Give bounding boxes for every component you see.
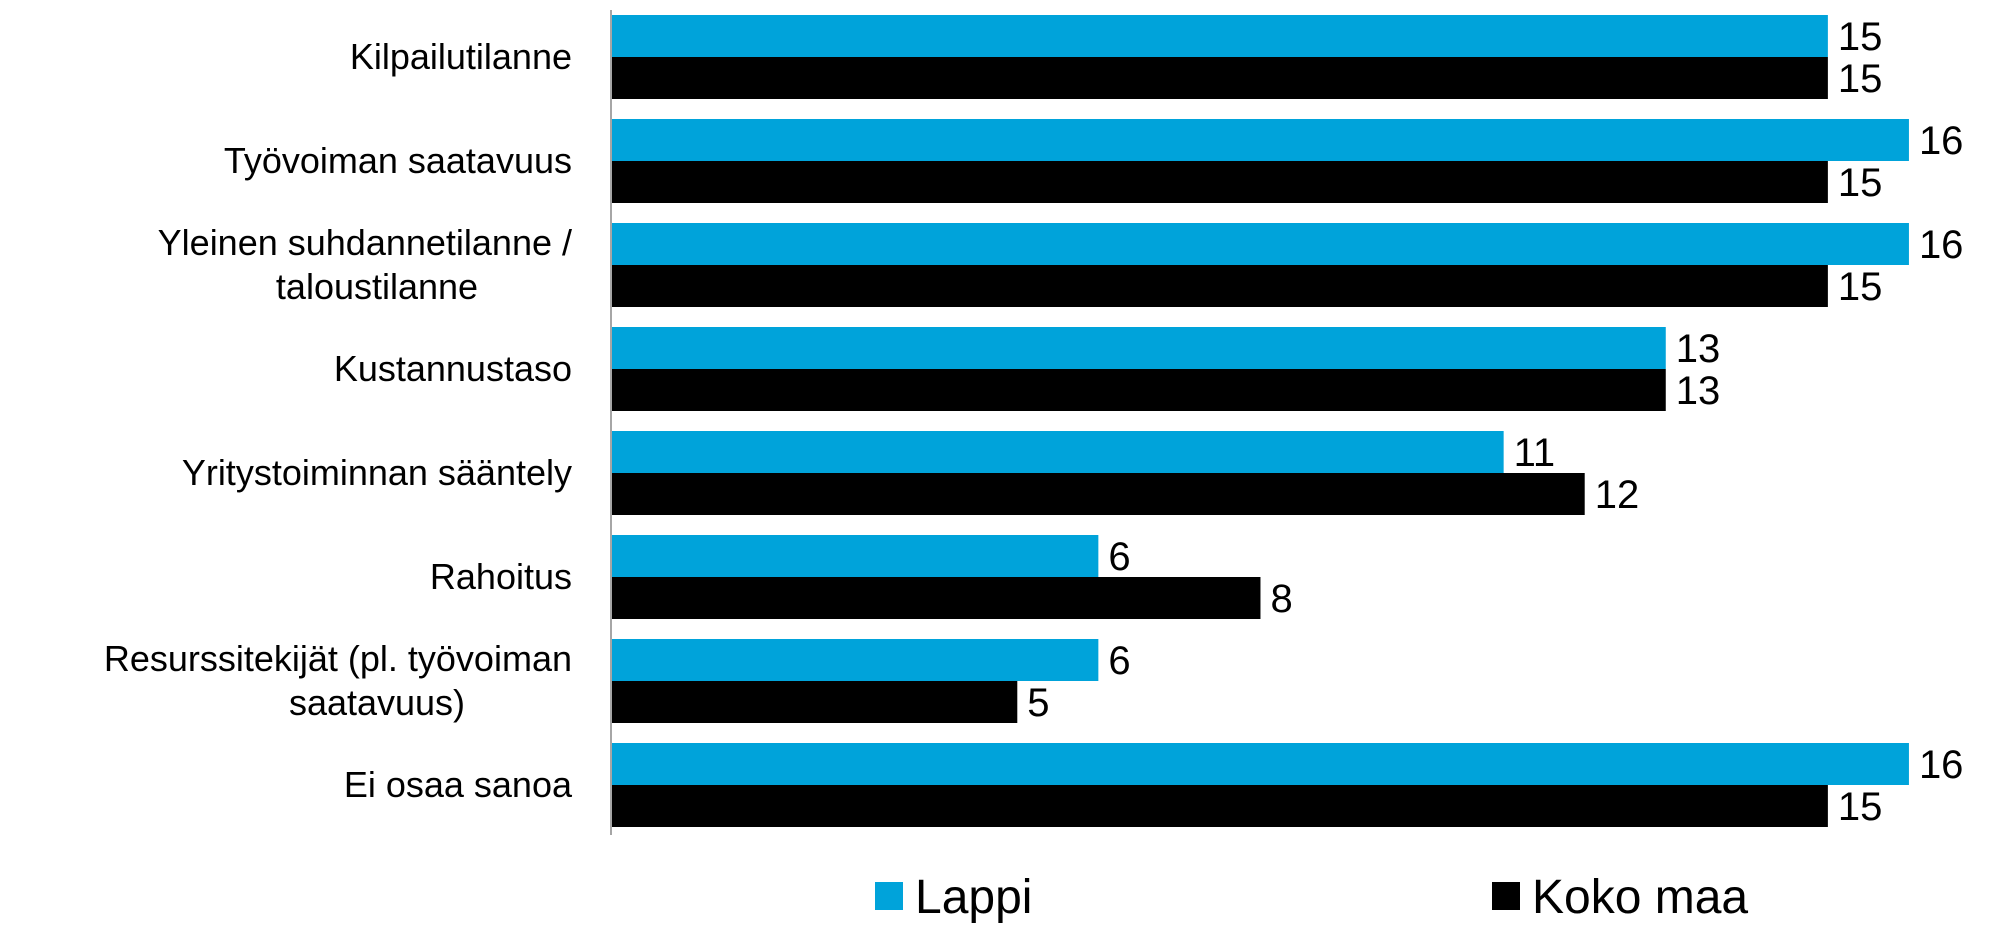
value-label-lappi-2: 16 [1919, 223, 1964, 267]
bars-group [612, 15, 1909, 827]
bar-koko-maa-7 [612, 785, 1828, 827]
bar-lappi-2 [612, 223, 1909, 265]
value-label-koko-maa-4: 12 [1595, 473, 1640, 517]
bar-koko-maa-2 [612, 265, 1828, 307]
bar-lappi-7 [612, 743, 1909, 785]
category-label-2-line-1: taloustilanne [276, 266, 478, 307]
bar-lappi-5 [612, 535, 1099, 577]
category-label-6-line-0: Resurssitekijät (pl. työvoiman [104, 638, 572, 679]
legend-label-lappi: Lappi [915, 871, 1032, 924]
category-label-4: Yritystoiminnan sääntely [182, 452, 572, 493]
bar-koko-maa-6 [612, 681, 1018, 723]
value-label-lappi-1: 16 [1919, 119, 1964, 163]
value-label-lappi-3: 13 [1676, 327, 1721, 371]
bar-lappi-6 [612, 639, 1099, 681]
value-label-lappi-5: 6 [1108, 535, 1130, 579]
legend-swatch-koko-maa [1492, 882, 1520, 910]
bar-lappi-3 [612, 327, 1666, 369]
value-label-lappi-0: 15 [1838, 15, 1883, 59]
category-label-5: Rahoitus [430, 556, 572, 597]
bar-koko-maa-3 [612, 369, 1666, 411]
value-label-koko-maa-3: 13 [1676, 369, 1721, 413]
bar-lappi-0 [612, 15, 1828, 57]
category-label-2-line-0: Yleinen suhdannetilanne / [158, 222, 572, 263]
bar-koko-maa-4 [612, 473, 1585, 515]
value-label-lappi-4: 11 [1514, 431, 1556, 475]
value-label-koko-maa-7: 15 [1838, 785, 1883, 829]
value-label-koko-maa-1: 15 [1838, 161, 1883, 205]
legend-label-koko-maa: Koko maa [1532, 871, 1748, 924]
bar-lappi-1 [612, 119, 1909, 161]
category-label-7: Ei osaa sanoa [344, 764, 573, 805]
bar-lappi-4 [612, 431, 1504, 473]
bar-koko-maa-1 [612, 161, 1828, 203]
value-label-koko-maa-2: 15 [1838, 265, 1883, 309]
value-label-lappi-7: 16 [1919, 743, 1964, 787]
category-label-0: Kilpailutilanne [350, 36, 572, 77]
category-label-3: Kustannustaso [334, 348, 572, 389]
value-label-koko-maa-6: 5 [1027, 681, 1049, 725]
legend-swatch-lappi [875, 882, 903, 910]
bar-koko-maa-0 [612, 57, 1828, 99]
category-labels-group: Kilpailutilanne Työvoiman saatavuus Yleine… [104, 36, 573, 805]
bar-koko-maa-5 [612, 577, 1261, 619]
category-label-6-line-1: saatavuus) [289, 682, 465, 723]
category-label-1: Työvoiman saatavuus [224, 140, 572, 181]
value-label-koko-maa-5: 8 [1270, 577, 1292, 621]
legend: Lappi Koko maa [875, 871, 1748, 924]
value-label-lappi-6: 6 [1108, 639, 1130, 683]
value-label-koko-maa-0: 15 [1838, 57, 1883, 101]
